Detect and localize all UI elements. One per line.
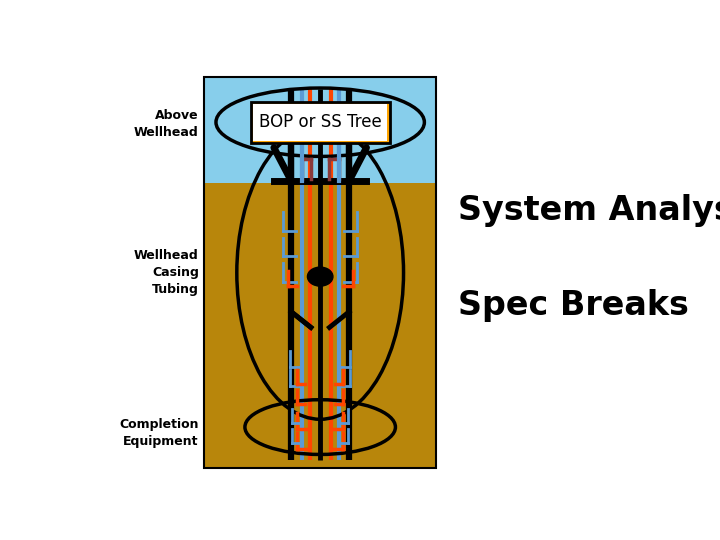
Text: Above
Wellhead: Above Wellhead: [134, 109, 199, 139]
Text: System Analysis: System Analysis: [459, 194, 720, 227]
Bar: [204, 77, 436, 183]
FancyBboxPatch shape: [251, 102, 390, 143]
Text: Wellhead
Casing
Tubing: Wellhead Casing Tubing: [134, 249, 199, 296]
FancyBboxPatch shape: [253, 104, 387, 141]
Text: BOP or SS Tree: BOP or SS Tree: [258, 113, 382, 131]
Text: Completion
Equipment: Completion Equipment: [120, 418, 199, 448]
Circle shape: [307, 267, 333, 286]
Bar: [204, 183, 436, 468]
Bar: [204, 77, 436, 468]
Text: Spec Breaks: Spec Breaks: [459, 289, 689, 322]
